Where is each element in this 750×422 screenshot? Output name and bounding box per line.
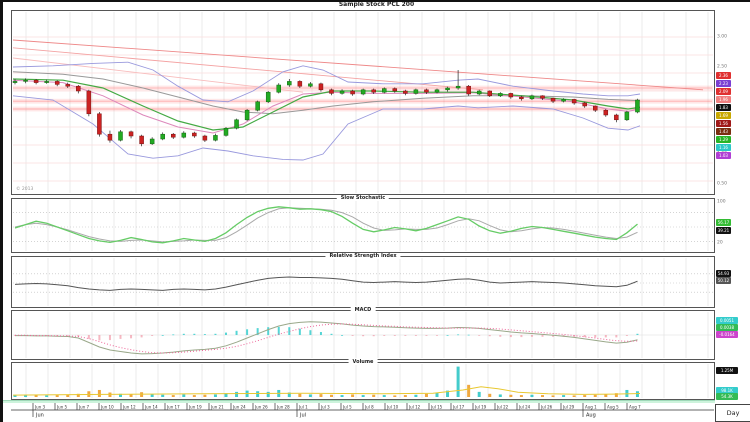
svg-text:Jun 5: Jun 5 [56,405,68,410]
svg-text:Jul 17: Jul 17 [452,405,465,410]
volume-panel[interactable]: Volume [11,359,715,400]
macd-panel[interactable]: MACD [11,307,715,360]
svg-text:Jun 21: Jun 21 [210,405,224,410]
svg-text:Jun 3: Jun 3 [34,405,46,410]
date-axis: Jun 3 Jun 5 Jun 7 Jun 10 Jun 12 Jun 14 Jun 17 J… [3,403,750,422]
stochastic-plot-area[interactable] [12,199,714,252]
svg-text:Jun 19: Jun 19 [188,405,202,410]
svg-text:Jul 3: Jul 3 [320,405,330,410]
price-value-tag: 1.69 [716,112,731,119]
price-axis-label: 0.50 [717,181,728,187]
svg-text:Aug 1: Aug 1 [585,405,597,410]
svg-text:Jul 8: Jul 8 [364,405,374,410]
price-value-tag: 1.03 [716,152,731,159]
price-value-tag: 2.23 [716,80,731,87]
svg-text:Aug 7: Aug 7 [629,405,641,410]
svg-text:Aug: Aug [586,413,596,419]
price-panel[interactable]: © 2013 [11,10,715,195]
price-plot-area[interactable] [12,11,714,194]
svg-text:Jul: Jul [299,413,306,419]
svg-text:Jul 19: Jul 19 [474,405,487,410]
rsi-value-tag: 54.93 [716,270,731,277]
volume-panel-title: Volume [348,359,378,365]
right-axis-rail: 3.002.501.000.502.362.232.091.961.831.69… [715,2,750,422]
svg-text:Jun 10: Jun 10 [100,405,114,410]
price-axis-label: 3.00 [717,34,728,40]
svg-text:Jul 29: Jul 29 [562,405,575,410]
stoch-axis-label: 100 [717,199,726,205]
price-value-tag: 1.56 [716,120,731,127]
macd-plot-area[interactable] [12,311,714,359]
volume-value-tag: 98.1K [716,387,738,394]
chart-title: Sample Stock PCL 200 [334,2,419,8]
price-value-tag: 1.96 [716,96,731,103]
price-value-tag: 2.09 [716,88,731,95]
svg-text:Jun 26: Jun 26 [254,405,268,410]
svg-text:Jul 22: Jul 22 [496,405,509,410]
price-value-tag: 1.43 [716,128,731,135]
macd-value-tag: 0.0038 [716,324,738,331]
rsi-plot-area[interactable] [12,257,714,307]
svg-text:Jun 14: Jun 14 [144,405,158,410]
svg-text:Jun 7: Jun 7 [78,405,90,410]
stoch-value-tag: 56.17 [716,219,731,226]
stoch-value-tag: 39.21 [716,227,731,234]
svg-text:Jun 24: Jun 24 [232,405,246,410]
stochastic-panel-title: Slow Stochastic [336,195,390,201]
price-value-tag: 1.16 [716,144,731,151]
svg-text:Jul 26: Jul 26 [540,405,553,410]
svg-text:Jun 17: Jun 17 [166,405,180,410]
axis-highlight-strip [3,400,715,403]
volume-value-tag: 54.3K [716,393,738,400]
volume-plot-area[interactable] [12,363,714,399]
price-axis-label: 2.50 [717,64,728,70]
price-value-tag: 2.36 [716,72,731,79]
svg-text:Jun 12: Jun 12 [122,405,136,410]
stochastic-panel[interactable]: Slow Stochastic [11,195,715,253]
svg-text:Jul 12: Jul 12 [408,405,421,410]
price-value-tag: 1.29 [716,136,731,143]
macd-value-tag: -0.0164 [716,331,738,338]
svg-text:Aug 5: Aug 5 [607,405,619,410]
svg-text:Jul 5: Jul 5 [342,405,352,410]
period-day-button[interactable]: Day [715,404,750,422]
svg-text:Jul 10: Jul 10 [386,405,399,410]
rsi-value-tag: 50.12 [716,277,731,284]
svg-text:Jul 1: Jul 1 [298,405,308,410]
macd-value-tag: 0.0051 [716,317,738,324]
svg-text:Jun: Jun [35,413,44,419]
svg-text:Jul 24: Jul 24 [518,405,531,410]
watermark: © 2013 [16,187,34,192]
stoch-axis-label: 20 [717,240,723,246]
price-value-tag: 1.83 [716,104,731,111]
rsi-panel[interactable]: Relative Strength Index [11,253,715,308]
macd-panel-title: MACD [350,307,376,313]
volume-value-tag: 1.25M [716,367,738,374]
rsi-panel-title: Relative Strength Index [325,253,401,259]
svg-text:Jun 28: Jun 28 [276,405,290,410]
svg-text:Jul 15: Jul 15 [430,405,443,410]
